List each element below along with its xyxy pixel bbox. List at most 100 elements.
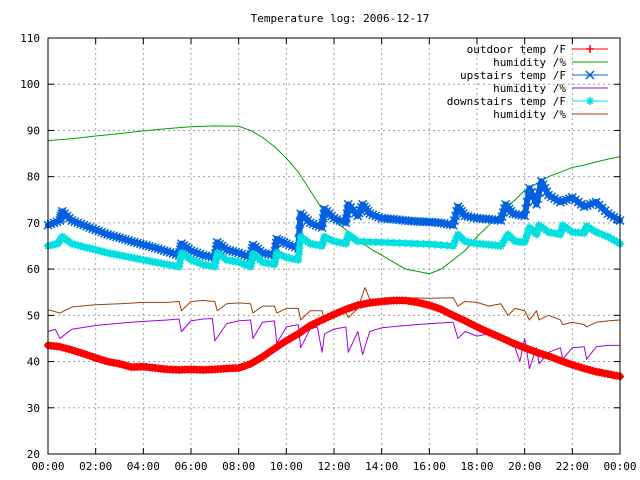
data-point	[94, 226, 104, 236]
data-point	[279, 238, 289, 248]
data-point	[195, 249, 205, 259]
data-point	[192, 258, 201, 267]
data-point	[517, 210, 527, 220]
data-point	[97, 247, 106, 256]
series-line	[47, 287, 621, 328]
data-point	[156, 245, 166, 255]
x-tick-label: 08:00	[222, 460, 255, 473]
data-point	[523, 230, 532, 239]
plot-frame	[47, 37, 621, 455]
data-point	[153, 244, 163, 254]
data-point	[401, 239, 410, 248]
data-point	[243, 261, 252, 270]
data-point	[327, 236, 336, 245]
data-point	[437, 241, 446, 250]
data-point	[114, 233, 125, 243]
data-point	[117, 234, 128, 244]
data-point	[85, 222, 95, 233]
data-point	[502, 233, 511, 242]
data-point	[500, 236, 509, 245]
data-point	[150, 243, 160, 253]
y-tick-label: 30	[27, 402, 40, 415]
data-point	[320, 232, 329, 241]
data-point	[76, 219, 86, 229]
data-point	[555, 197, 565, 207]
y-tick-label: 20	[27, 448, 40, 461]
data-point	[371, 211, 381, 221]
data-point	[277, 236, 287, 246]
data-point	[308, 219, 318, 229]
data-point	[419, 239, 428, 248]
x-tick-label: 20:00	[508, 460, 541, 473]
data-point	[294, 250, 303, 259]
data-point	[70, 240, 79, 249]
x-tick-label: 04:00	[127, 460, 160, 473]
data-point	[520, 238, 529, 247]
x-tick-label: 00:00	[603, 460, 636, 473]
data-point	[413, 239, 422, 248]
data-point	[147, 242, 157, 252]
data-point	[425, 240, 434, 249]
x-tick-label: 00:00	[31, 460, 64, 473]
data-point	[195, 259, 204, 268]
data-point	[234, 248, 244, 258]
data-point	[120, 234, 130, 245]
data-point	[592, 228, 601, 237]
data-point	[295, 217, 305, 227]
data-point	[294, 255, 303, 264]
data-point	[231, 247, 241, 257]
data-point	[395, 238, 404, 247]
data-point	[91, 245, 100, 254]
data-point	[389, 238, 398, 247]
y-tick-label: 40	[27, 356, 40, 369]
data-point	[322, 233, 331, 242]
data-point	[272, 248, 281, 257]
data-point	[88, 224, 98, 234]
data-point	[162, 247, 172, 257]
data-point	[91, 225, 101, 235]
data-point	[159, 246, 169, 256]
x-tick-label: 02:00	[79, 460, 112, 473]
data-point	[356, 202, 366, 212]
x-tick-label: 06:00	[174, 460, 207, 473]
data-point	[595, 229, 604, 238]
data-point	[585, 70, 595, 80]
series-layer	[43, 125, 625, 381]
series-6	[47, 287, 621, 328]
data-point	[274, 235, 284, 245]
data-point	[111, 232, 122, 242]
data-point	[294, 226, 304, 236]
series-3	[43, 176, 625, 263]
data-point	[521, 204, 531, 214]
data-point	[582, 201, 592, 211]
data-point	[94, 246, 103, 255]
data-point	[353, 211, 363, 221]
data-point	[165, 247, 175, 258]
data-point	[407, 239, 416, 248]
data-point	[73, 218, 83, 228]
y-tick-label: 50	[27, 309, 40, 322]
data-point	[579, 202, 589, 212]
data-point	[76, 242, 85, 251]
data-point	[100, 228, 110, 238]
data-point	[284, 240, 294, 250]
data-point	[451, 236, 460, 245]
y-tick-label: 100	[20, 78, 40, 91]
data-point	[123, 235, 133, 245]
data-point	[234, 258, 243, 267]
data-point	[272, 234, 282, 244]
series-5	[44, 221, 624, 271]
data-point	[189, 257, 198, 266]
data-point	[521, 234, 530, 243]
data-point	[586, 45, 594, 53]
legend-label: humidity /%	[493, 108, 566, 121]
data-point	[237, 249, 247, 259]
x-tick-label: 16:00	[413, 460, 446, 473]
data-point	[586, 97, 594, 105]
data-point	[498, 239, 507, 248]
data-point	[598, 230, 607, 239]
y-axis-tick-labels: 20 30 40 50 60 70 80 90 100 110	[20, 32, 40, 461]
y-tick-label: 80	[27, 171, 40, 184]
